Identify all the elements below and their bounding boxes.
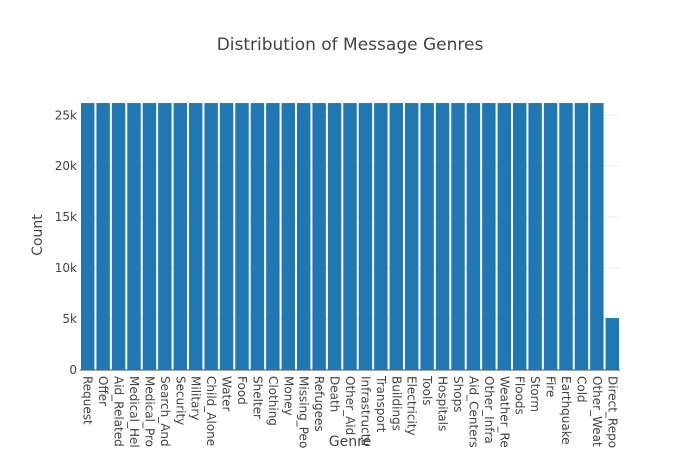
bar[interactable] [127,103,141,370]
bar[interactable] [528,103,542,370]
bar[interactable] [189,103,203,370]
bar[interactable] [543,103,558,370]
x-tick-label: Hospitals [436,376,450,431]
y-axis-title: Count [30,214,46,256]
x-tick-label: Request [81,376,95,425]
x-tick-label: Weather_Re [497,376,511,448]
bar[interactable] [559,103,573,370]
x-tick-label: Transport [374,375,388,433]
bar[interactable] [343,103,357,370]
bar[interactable] [374,103,388,370]
x-tick-label: Other_Infra [482,376,496,444]
x-tick-label: Infrastructu [358,376,372,446]
x-tick-label: Money [281,376,295,416]
bar[interactable] [466,103,481,370]
x-tick-label: Fire [544,376,558,397]
x-tick-label: Offer [96,376,110,406]
x-tick-label: Shelter [250,376,264,419]
x-tick-label: Earthquake [559,376,573,445]
bar[interactable] [435,103,450,370]
y-tick-label: 10k [55,261,77,275]
x-tick-label: Other_Aid [343,376,357,435]
bar[interactable] [590,103,604,370]
bar[interactable] [111,103,126,370]
x-tick-label: Child_Alone [204,376,218,446]
bar[interactable] [327,103,342,370]
x-tick-label: Missing_Peo [297,376,311,448]
y-tick-label: 20k [55,159,77,173]
x-axis-title: Genre [329,434,371,450]
bar[interactable] [312,103,326,370]
x-tick-label: Clothing [266,376,280,426]
bar[interactable] [605,318,619,370]
x-tick-label: Food [235,376,249,405]
bar[interactable] [96,103,110,370]
x-tick-label: Floods [513,376,527,415]
x-tick-label: Refugees [312,376,326,432]
x-tick-label: Aid_Related [112,376,126,447]
x-tick-label: Medical_Pro [142,376,156,447]
x-tick-label: Water [220,376,234,412]
x-tick-label: Electricity [405,376,419,436]
x-tick-label: Security [173,376,187,425]
bar[interactable] [297,103,311,370]
bar[interactable] [219,103,234,370]
bar[interactable] [451,103,465,370]
x-axis-ticks: Request Offer Aid_Related Medical_Hel Medica… [81,375,620,448]
bar[interactable] [235,103,249,370]
bar[interactable] [358,103,373,370]
x-tick-label: Other_Weat [590,376,604,447]
bar[interactable] [389,103,403,370]
y-tick-label: 5k [62,312,77,326]
bar[interactable] [405,103,419,370]
x-tick-label: Military [189,376,203,420]
bar[interactable] [281,103,295,370]
y-tick-label: 15k [55,210,77,224]
x-tick-label: Medical_Hel [127,376,141,448]
bar[interactable] [482,103,496,370]
bar[interactable] [574,103,589,370]
x-tick-label: Search_And [158,376,172,447]
bar[interactable] [142,103,157,370]
x-tick-label: Death [328,376,342,412]
x-tick-label: Buildings [389,376,403,431]
y-tick-label: 0 [69,363,77,377]
chart-title: Distribution of Message Genres [217,35,484,55]
y-tick-label: 25k [55,108,77,122]
bar[interactable] [266,103,280,370]
x-tick-label: Cold [574,376,588,403]
bar[interactable] [173,103,187,370]
x-tick-label: Tools [420,375,434,406]
x-tick-label: Aid_Centers [466,376,480,448]
bar[interactable] [497,103,511,370]
bar[interactable] [204,103,218,370]
bar[interactable] [158,103,172,370]
x-tick-label: Direct_Repo [605,376,619,448]
bar-series [81,103,619,370]
bar[interactable] [513,103,527,370]
x-tick-label: Storm [528,376,542,412]
bar[interactable] [250,103,265,370]
bar[interactable] [81,103,95,370]
y-axis-ticks: 0 5k 10k 15k 20k 25k [55,108,77,377]
bar[interactable] [420,103,434,370]
x-tick-label: Shops [451,376,465,412]
